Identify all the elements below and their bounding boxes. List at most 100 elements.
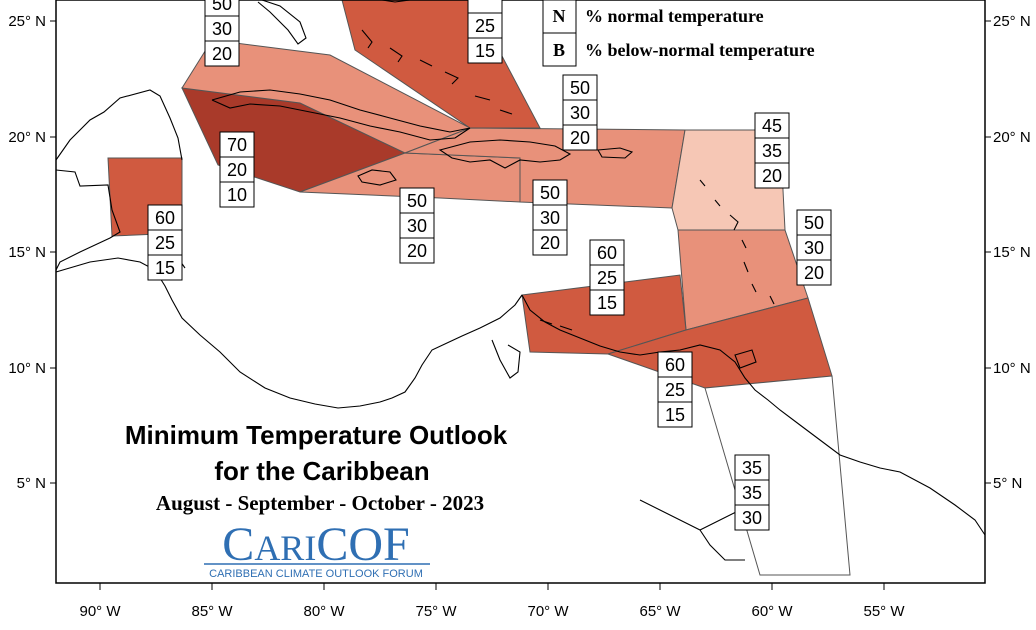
x-tick-label: 60° W <box>751 603 793 620</box>
prob-cell <box>754 112 790 139</box>
prob-below: 20 <box>212 44 232 64</box>
y-tick-label-left: 15° N <box>8 244 46 261</box>
prob-above: 50 <box>804 213 824 233</box>
prob-cell <box>467 37 503 64</box>
prob-normal: 30 <box>570 103 590 123</box>
prob-box-belize: 60 25 15 <box>147 204 183 281</box>
prob-cell <box>796 209 832 236</box>
y-tick-label-right: 10° N <box>993 360 1031 377</box>
prob-normal: 25 <box>475 16 495 36</box>
prob-below: 20 <box>804 263 824 283</box>
caricof-logo-subtitle: CARIBBEAN CLIMATE OUTLOOK FORUM <box>209 568 423 580</box>
prob-above: 60 <box>597 243 617 263</box>
prob-cell <box>147 254 183 281</box>
y-tick-label-left: 5° N <box>17 475 46 492</box>
legend-b-box <box>542 32 577 67</box>
x-tick-label: 75° W <box>415 603 457 620</box>
probability-boxes: 6025157020105030202515503020503020503020… <box>147 0 832 531</box>
prob-cell <box>219 131 255 158</box>
x-tick-label: 70° W <box>527 603 569 620</box>
logo-part-ari: ARI <box>254 528 316 568</box>
prob-cell <box>589 239 625 266</box>
prob-cell <box>532 179 568 206</box>
prob-cell <box>562 74 598 101</box>
logo-part-cof: COF <box>316 518 409 571</box>
legend-n-label: % normal temperature <box>585 6 764 26</box>
prob-cell <box>204 40 240 67</box>
prob-cell <box>219 181 255 208</box>
prob-cell <box>147 204 183 231</box>
prob-normal: 20 <box>227 160 247 180</box>
legend-b-label: % below-normal temperature <box>585 40 815 60</box>
prob-below: 20 <box>407 241 427 261</box>
prob-normal: 30 <box>804 238 824 258</box>
prob-above: 45 <box>762 116 782 136</box>
prob-box-guianas: 35 35 30 <box>734 454 770 531</box>
x-tick-label: 90° W <box>79 603 121 620</box>
prob-below: 15 <box>475 41 495 61</box>
map-title-line2: for the Caribbean <box>214 456 429 486</box>
prob-above: 50 <box>212 0 232 14</box>
prob-box-northeast-atlantic: 50 30 20 <box>562 74 598 151</box>
y-tick-label-left: 10° N <box>8 360 46 377</box>
prob-cell <box>562 99 598 126</box>
x-tick-label: 85° W <box>191 603 233 620</box>
caricof-logo: CARICOF CARIBBEAN CLIMATE OUTLOOK FORUM <box>204 518 430 580</box>
prob-above: 50 <box>570 78 590 98</box>
prob-cell <box>399 237 435 264</box>
legend: N % normal temperature B % below-normal … <box>542 0 815 67</box>
prob-above: 60 <box>155 208 175 228</box>
prob-cell <box>562 124 598 151</box>
zone-guianas <box>704 375 851 576</box>
prob-cell <box>399 187 435 214</box>
y-tick-label-right: 20° N <box>993 129 1031 146</box>
y-tick-label-left: 20° N <box>8 129 46 146</box>
prob-cell <box>734 454 770 481</box>
axis-ticks <box>50 20 991 590</box>
x-tick-label: 55° W <box>863 603 905 620</box>
prob-cell <box>532 204 568 231</box>
legend-n-box <box>542 0 577 34</box>
prob-cell <box>532 229 568 256</box>
prob-box-northern-lesser-antilles: 45 35 20 <box>754 112 790 189</box>
prob-cell <box>754 162 790 189</box>
prob-box-abc-islands: 60 25 15 <box>589 239 625 316</box>
prob-above: 70 <box>227 135 247 155</box>
map-frame <box>55 0 986 584</box>
caricof-logo-text: CARICOF <box>222 518 409 571</box>
prob-normal: 25 <box>155 233 175 253</box>
prob-below: 20 <box>762 166 782 186</box>
y-tick-label-right: 5° N <box>993 475 1022 492</box>
x-tick-label: 80° W <box>303 603 345 620</box>
prob-normal: 25 <box>597 268 617 288</box>
prob-below: 15 <box>155 258 175 278</box>
prob-below: 20 <box>570 128 590 148</box>
legend-n-letter: N <box>553 6 566 26</box>
prob-cell <box>796 259 832 286</box>
prob-cell <box>467 12 503 39</box>
prob-above: 50 <box>407 191 427 211</box>
legend-b-letter: B <box>553 40 565 60</box>
prob-above: 35 <box>742 458 762 478</box>
logo-part-c: C <box>222 518 254 571</box>
prob-below: 20 <box>540 233 560 253</box>
prob-normal: 30 <box>212 19 232 39</box>
prob-below: 30 <box>742 508 762 528</box>
prob-box-yucatan-channel: 70 20 10 <box>219 131 255 208</box>
prob-cell <box>734 504 770 531</box>
zone-bahamas <box>341 0 541 129</box>
prob-below: 15 <box>597 293 617 313</box>
prob-box-trinidad-tobago: 60 25 15 <box>657 351 693 428</box>
prob-normal: 25 <box>665 380 685 400</box>
outlook-zones <box>107 0 851 576</box>
prob-normal: 35 <box>742 483 762 503</box>
prob-cell <box>467 0 503 14</box>
y-tick-label-right: 25° N <box>993 13 1031 30</box>
x-tick-label: 65° W <box>639 603 681 620</box>
prob-box-windward-islands: 50 30 20 <box>796 209 832 286</box>
map-period: August - September - October - 2023 <box>156 491 484 515</box>
map-title-line1: Minimum Temperature Outlook <box>125 420 508 450</box>
prob-normal: 30 <box>407 216 427 236</box>
